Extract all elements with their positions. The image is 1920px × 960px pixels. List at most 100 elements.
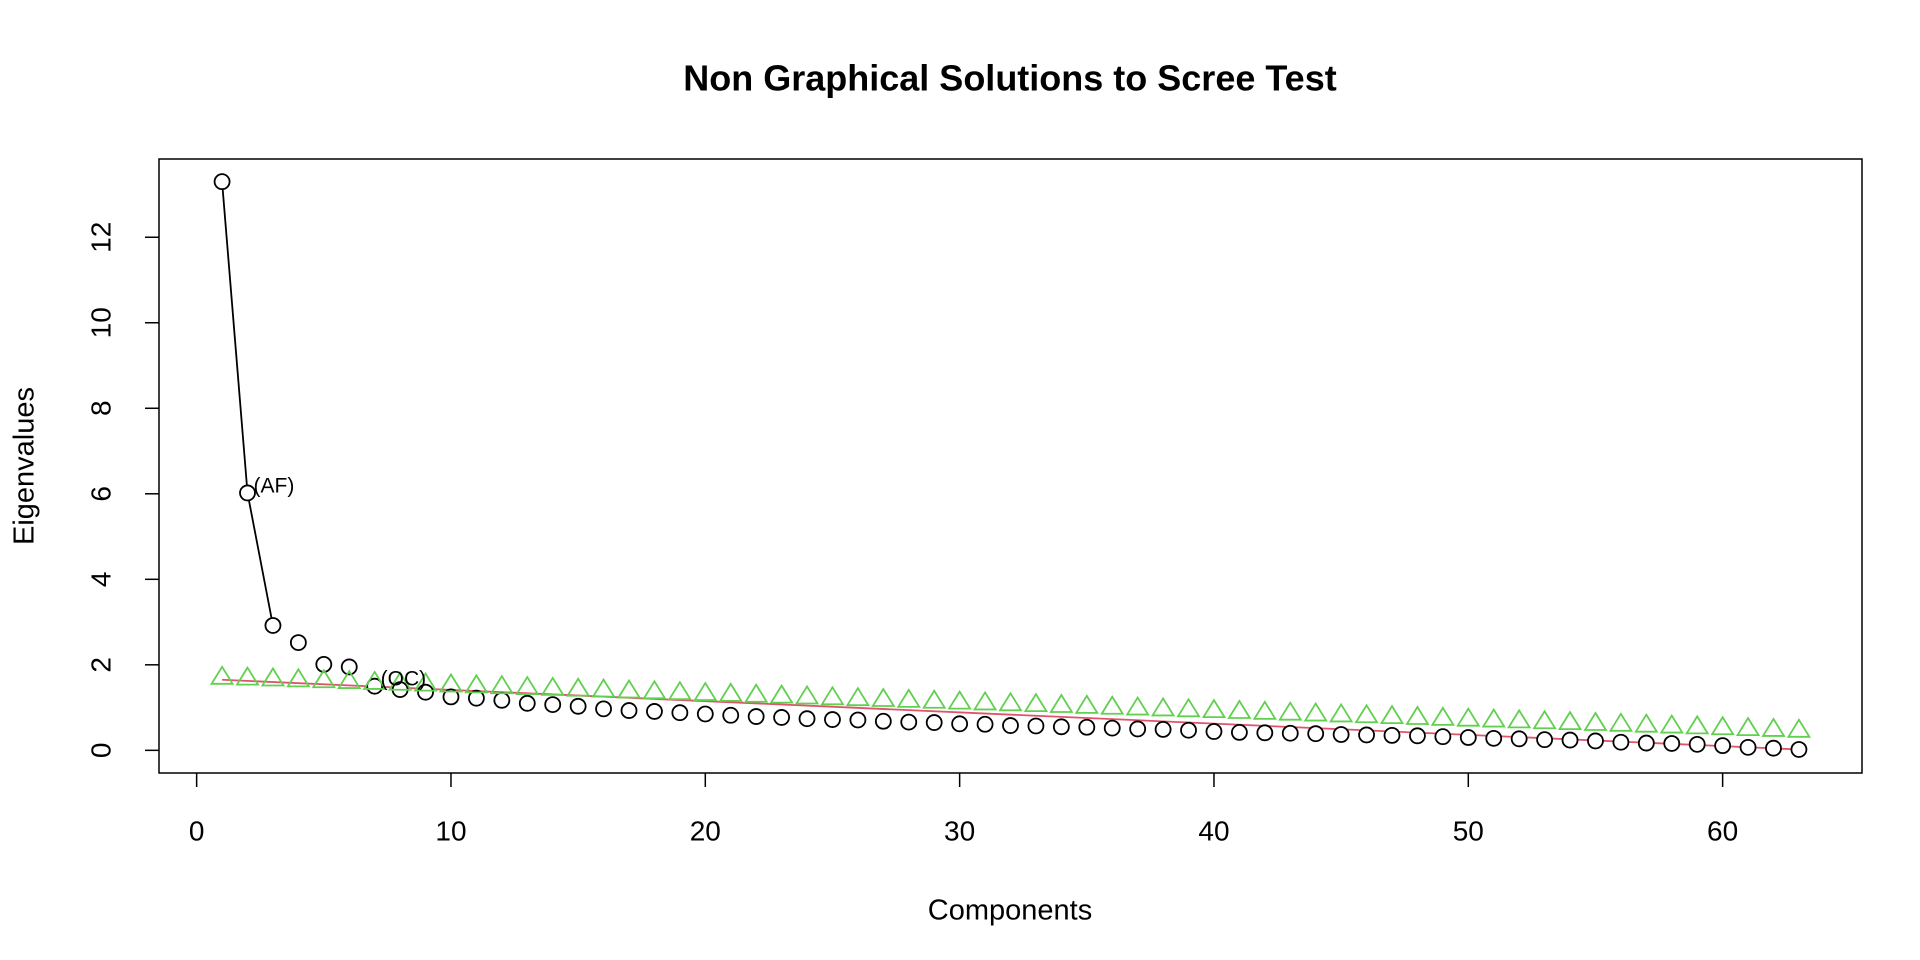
circle-point: [1739, 738, 1757, 756]
triangle-point: [1430, 706, 1455, 726]
circle-point: [1256, 724, 1274, 742]
y-tick-label: 8: [85, 400, 116, 416]
triangle-point: [1049, 693, 1074, 713]
triangle-point: [693, 681, 718, 701]
triangle-point: [566, 677, 591, 697]
circle-point: [1129, 720, 1147, 738]
circle-point: [1510, 730, 1528, 748]
circle-point: [1307, 725, 1325, 743]
triangle-point: [1201, 698, 1227, 719]
triangle-point: [845, 686, 871, 707]
triangle-point: [464, 673, 489, 694]
circle-point: [1002, 717, 1019, 734]
circle-point: [1230, 723, 1248, 741]
circle-point: [1637, 734, 1655, 752]
circle-point: [696, 705, 714, 723]
triangle-point: [1100, 695, 1125, 715]
circle-point: [773, 709, 791, 726]
triangle-point: [998, 691, 1023, 712]
circle-point: [1790, 741, 1808, 758]
circle-point: [1052, 718, 1070, 736]
circle-point: [213, 173, 231, 191]
circle-point: [1688, 735, 1706, 753]
triangle-point: [667, 680, 692, 701]
triangle-point: [718, 682, 743, 702]
triangle-point: [286, 667, 311, 688]
x-tick-label: 0: [189, 815, 205, 846]
circle-point: [493, 691, 511, 709]
triangle-point: [1379, 704, 1405, 725]
triangle-point: [209, 665, 235, 685]
circle-point: [569, 697, 587, 715]
annotation: (OC): [381, 668, 427, 691]
x-tick-label: 20: [690, 815, 721, 846]
triangle-point: [1405, 705, 1430, 725]
circle-point: [340, 658, 358, 676]
circle-point: [671, 704, 689, 722]
triangle-point: [947, 689, 972, 710]
circle-point: [1409, 727, 1426, 745]
circle-point: [1358, 726, 1375, 744]
y-tick-label: 0: [85, 743, 116, 759]
triangle-point: [1074, 694, 1099, 714]
triangle-point: [820, 685, 845, 706]
triangle-point: [260, 666, 286, 687]
x-tick-label: 50: [1453, 815, 1484, 846]
circle-point: [874, 712, 892, 730]
circle-point: [1714, 737, 1732, 755]
circle-point: [1281, 724, 1299, 742]
triangle-point: [540, 676, 565, 696]
triangle-point: [744, 683, 769, 703]
triangle-point: [1761, 717, 1786, 737]
circle-point: [824, 711, 841, 728]
circle-point: [1536, 731, 1553, 749]
x-tick-label: 30: [944, 815, 975, 846]
circle-point: [1765, 739, 1782, 757]
triangle-point: [1735, 716, 1761, 737]
triangle-point: [337, 669, 362, 689]
circle-point: [1383, 726, 1401, 744]
circle-point: [1663, 735, 1681, 752]
triangle-point: [438, 672, 464, 693]
line: [221, 181, 274, 626]
triangle-point: [1557, 710, 1583, 731]
triangle-point: [1608, 712, 1634, 732]
circle-point: [239, 484, 256, 502]
circle-point: [1485, 729, 1503, 747]
circle-point: [1459, 729, 1477, 746]
triangle-point: [413, 671, 438, 692]
triangle-point: [1456, 706, 1481, 727]
y-axis-label: Eigenvalues: [9, 387, 41, 545]
triangle-point: [311, 668, 336, 689]
triangle-point: [362, 670, 387, 690]
triangle-point: [922, 689, 947, 709]
circle-point: [1434, 728, 1452, 746]
circle-point: [518, 694, 536, 712]
y-tick-label: 2: [85, 657, 116, 673]
circle-point: [620, 702, 638, 719]
circle-point: [1332, 726, 1350, 743]
triangle-point: [591, 677, 616, 698]
triangle-point: [1176, 697, 1201, 718]
circle-point: [747, 708, 765, 725]
circle-point: [925, 714, 943, 731]
x-tick-label: 40: [1198, 815, 1229, 846]
circle-point: [264, 617, 282, 634]
triangle-point: [515, 675, 540, 695]
circle-point: [951, 715, 969, 733]
circle-point: [1612, 733, 1630, 751]
triangle-point: [1786, 718, 1812, 738]
circle-point: [1561, 731, 1579, 749]
triangle-point: [972, 690, 998, 711]
circle-point: [1078, 718, 1096, 736]
triangle-point: [1303, 701, 1328, 722]
triangle-point: [769, 683, 794, 704]
circle-point: [1180, 721, 1197, 739]
y-tick-label: 6: [85, 486, 116, 502]
triangle-point: [1583, 711, 1608, 731]
triangle-point: [1150, 696, 1176, 717]
circle-point: [900, 713, 918, 731]
y-tick-label: 12: [85, 222, 116, 253]
chart-title: Non Graphical Solutions to Scree Test: [683, 58, 1336, 99]
